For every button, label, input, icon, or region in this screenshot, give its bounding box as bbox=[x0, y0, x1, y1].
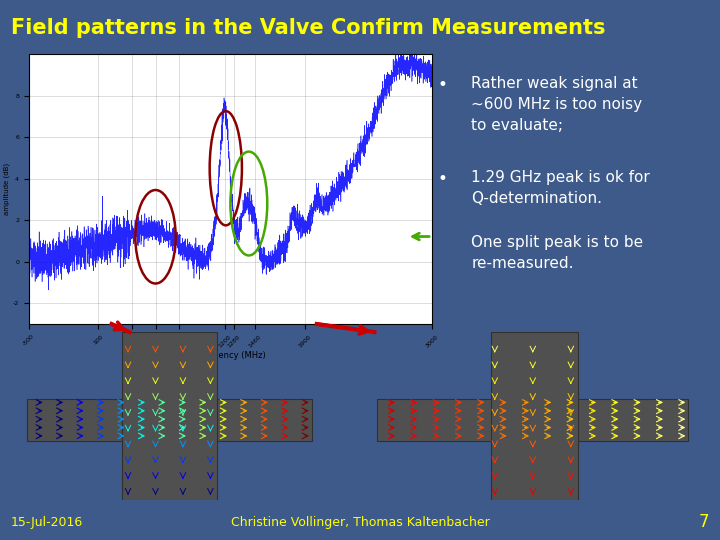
Text: •: • bbox=[438, 170, 448, 188]
Bar bbox=[491, 332, 577, 500]
Text: 7: 7 bbox=[698, 514, 709, 531]
Bar bbox=[27, 399, 312, 441]
X-axis label: frequency (MHz): frequency (MHz) bbox=[196, 351, 265, 360]
Bar bbox=[377, 399, 688, 441]
Text: 1.29 GHz peak is ok for
Q-determination.: 1.29 GHz peak is ok for Q-determination. bbox=[472, 170, 650, 206]
Bar bbox=[122, 332, 217, 500]
Y-axis label: amplitude (dB): amplitude (dB) bbox=[4, 163, 10, 215]
Text: •: • bbox=[438, 76, 448, 93]
Text: 15-Jul-2016: 15-Jul-2016 bbox=[11, 516, 83, 529]
Text: One split peak is to be
re-measured.: One split peak is to be re-measured. bbox=[472, 235, 644, 271]
Text: Field patterns in the Valve Confirm Measurements: Field patterns in the Valve Confirm Meas… bbox=[11, 18, 606, 38]
Text: Christine Vollinger, Thomas Kaltenbacher: Christine Vollinger, Thomas Kaltenbacher bbox=[230, 516, 490, 529]
Text: Rather weak signal at
~600 MHz is too noisy
to evaluate;: Rather weak signal at ~600 MHz is too no… bbox=[472, 76, 642, 133]
